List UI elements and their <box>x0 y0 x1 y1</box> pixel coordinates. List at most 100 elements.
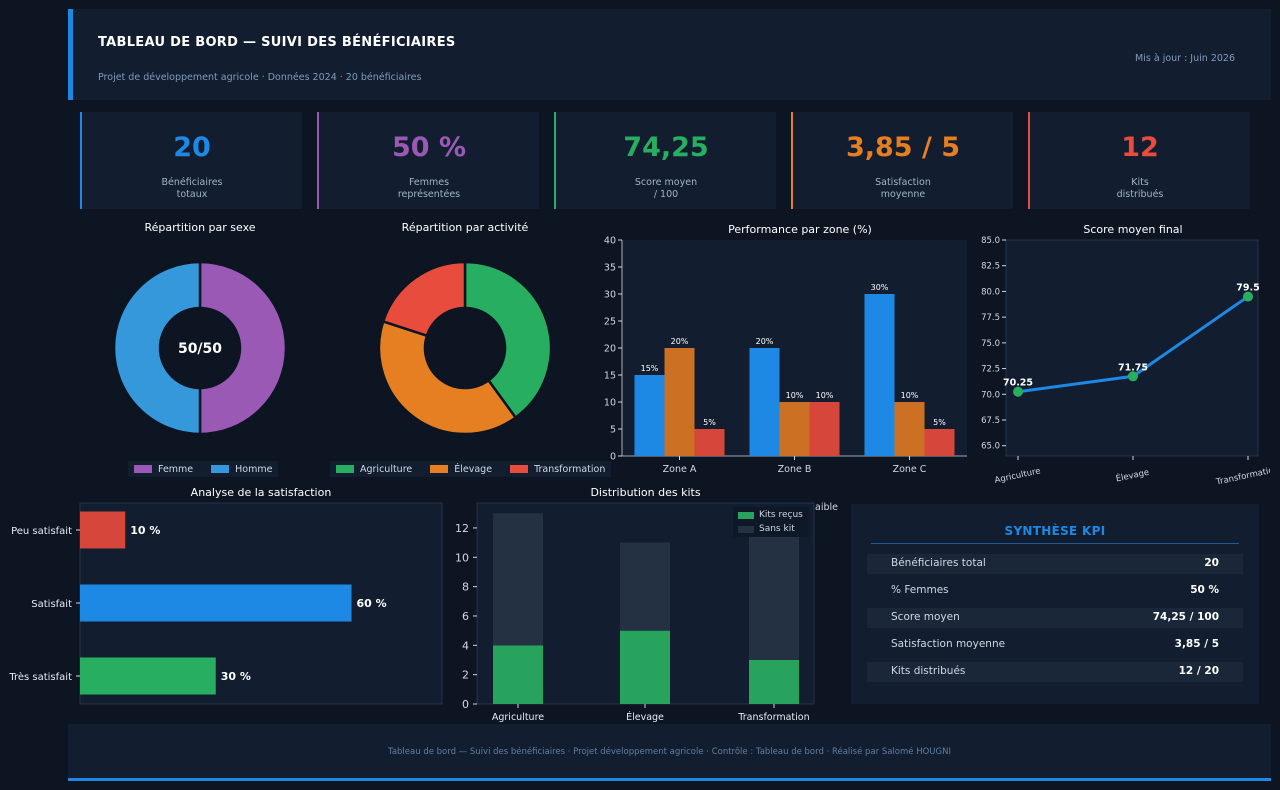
y-tick-label: 75.0 <box>981 339 1000 349</box>
kpi-card-satisfaction: 3,85 / 5 Satisfaction moyenne <box>791 112 1013 209</box>
kpi-label: Kits distribués <box>1116 177 1164 200</box>
y-tick-label: 12 <box>455 522 469 535</box>
kpi-card-beneficiaires: 20 Bénéficiaires totaux <box>80 112 302 209</box>
legend-item-sans-kit: Sans kit <box>738 524 795 534</box>
data-label: 70.25 <box>1003 378 1033 389</box>
bar <box>779 402 810 456</box>
y-tick-label: 25 <box>604 317 616 328</box>
bar <box>864 294 895 456</box>
synthese-row: Bénéficiaires total 20 <box>867 554 1243 574</box>
bar <box>664 348 695 456</box>
legend-sexe: Femme Homme <box>128 461 279 477</box>
bar <box>894 402 925 456</box>
y-tick-label: 10 <box>455 551 469 564</box>
donut-slice-transformation <box>381 260 467 338</box>
y-tick-label: 67.5 <box>981 416 1000 426</box>
y-tick-label: 2 <box>462 669 469 682</box>
dashboard-header: TABLEAU DE BORD — SUIVI DES BÉNÉFICIAIRE… <box>68 9 1271 100</box>
hbar-data-label: 30 % <box>221 670 251 683</box>
synthese-row: Satisfaction moyenne 3,85 / 5 <box>891 638 1219 650</box>
bar-data-label: 5% <box>933 418 946 427</box>
bar <box>924 429 955 456</box>
kpi-value: 50 % <box>391 132 467 163</box>
x-tick-label: Zone B <box>778 464 812 475</box>
bar-data-label: 20% <box>756 337 774 346</box>
donut-chart-activite <box>377 260 553 436</box>
y-tick-label: 80.0 <box>981 287 1000 297</box>
stacked-bar <box>493 645 543 704</box>
stacked-bar <box>749 659 799 704</box>
y-tick-label: 0 <box>462 698 469 711</box>
bar-data-label: 20% <box>671 337 689 346</box>
y-tick-label: 65.0 <box>981 442 1000 452</box>
y-tick-label: 72.5 <box>981 365 1000 375</box>
x-tick-label: Zone C <box>893 464 927 475</box>
chart-title-activite: Répartition par activité <box>401 221 529 234</box>
y-tick-label: 70.0 <box>981 390 1000 400</box>
chart-title-satisfaction: Analyse de la satisfaction <box>190 486 332 499</box>
data-point <box>1013 386 1023 397</box>
data-point <box>1243 291 1253 302</box>
legend-activite: Agriculture Élevage Transformation <box>330 461 612 477</box>
legend-item-agriculture: Agriculture <box>336 464 412 475</box>
footer-text: Tableau de bord — Suivi des bénéficiaire… <box>388 747 951 757</box>
chart-title-sexe: Répartition par sexe <box>144 221 256 234</box>
update-date: Mis à jour : Juin 2026 <box>1135 53 1235 64</box>
stacked-bar <box>620 542 670 631</box>
synthese-panel: SYNTHÈSE KPI Bénéficiaires total 20 % Fem… <box>851 504 1259 704</box>
legend-item-transformation: Transformation <box>510 464 605 475</box>
data-label: 71.75 <box>1118 362 1148 373</box>
hbar-chart-satisfaction: 10 % Peu satisfait 60 % Satisfait 30 % Très s… <box>8 502 443 705</box>
kpi-label: Score moyen/ 100 <box>634 177 698 200</box>
y-tick-label: 5 <box>610 425 616 436</box>
bar-data-label: 10% <box>786 391 804 400</box>
y-tick-label: 20 <box>604 344 616 355</box>
data-point <box>1128 371 1138 382</box>
stacked-bar <box>620 630 670 704</box>
kpi-value: 74,25 <box>623 132 709 163</box>
bar <box>809 402 840 456</box>
x-tick-label: Agriculture <box>492 712 544 723</box>
hbar <box>80 657 216 695</box>
hbar <box>80 511 126 549</box>
stacked-bar <box>749 513 799 660</box>
y-tick-label: Très satisfait <box>8 671 72 683</box>
kpi-label: Bénéficiaires totaux <box>161 177 223 200</box>
kpi-card-score: 74,25 Score moyen/ 100 <box>554 112 776 209</box>
donut-slice-femme <box>198 260 288 436</box>
x-tick-label: Zone A <box>663 464 697 475</box>
bar <box>694 429 725 456</box>
x-tick-label: Transformation <box>1214 465 1270 488</box>
legend-kits: Kits reçus Sans kit <box>733 507 809 537</box>
synthese-row: Kits distribués 12 / 20 <box>867 662 1243 682</box>
kpi-card-femmes: 50 % Femmes représentées <box>317 112 539 209</box>
bar-data-label: 30% <box>871 283 889 292</box>
legend-item-homme: Homme <box>211 464 272 475</box>
donut-slice-homme <box>112 260 202 436</box>
y-tick-label: Peu satisfait <box>11 526 72 537</box>
page-subtitle: Projet de développement agricole · Donné… <box>98 72 422 83</box>
plot-area <box>1005 239 1259 457</box>
kpi-value: 3,85 / 5 <box>845 132 961 163</box>
page-title: TABLEAU DE BORD — SUIVI DES BÉNÉFICIAIRE… <box>98 35 456 50</box>
chart-title-kits: Distribution des kits <box>590 486 701 499</box>
synthese-divider <box>871 543 1239 544</box>
y-tick-label: 85.0 <box>981 236 1000 246</box>
x-tick-label: Transformation <box>737 712 809 723</box>
bar-data-label: 10% <box>901 391 919 400</box>
hbar-data-label: 60 % <box>357 597 387 610</box>
kpi-value: 20 <box>173 132 211 163</box>
kpi-card-kits: 12 Kits distribués <box>1028 112 1250 209</box>
kpi-label: Femmes représentées <box>397 177 461 200</box>
footer: Tableau de bord — Suivi des bénéficiaire… <box>68 724 1271 781</box>
donut-slice-élevage <box>377 319 518 436</box>
donut-center-label: 50/50 <box>178 341 222 357</box>
y-tick-label: 0 <box>610 452 616 463</box>
legend-item-femme: Femme <box>134 464 193 475</box>
synthese-row: Score moyen 74,25 / 100 <box>867 608 1243 628</box>
stacked-bar <box>493 513 543 646</box>
y-tick-label: 4 <box>462 639 469 652</box>
hbar <box>80 584 352 622</box>
synthese-title: SYNTHÈSE KPI <box>1004 524 1106 538</box>
y-tick-label: Satisfait <box>31 599 72 610</box>
